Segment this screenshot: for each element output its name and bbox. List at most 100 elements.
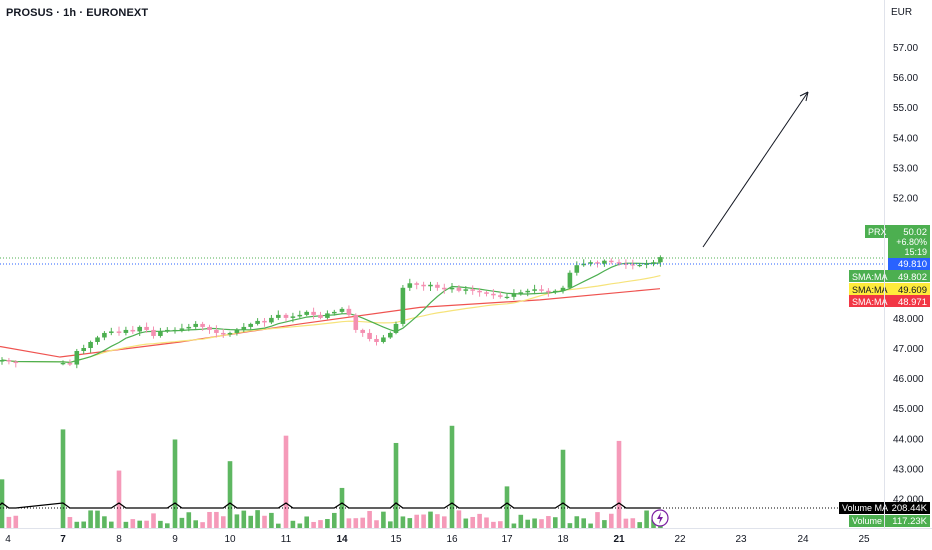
candle-body: [318, 314, 323, 318]
candle-body: [81, 348, 86, 352]
volume-bar: [109, 521, 114, 528]
candle-body: [60, 363, 66, 365]
label-countdown: 15:19: [904, 247, 927, 257]
sma-fast-tag: SMA:MA 49.802: [849, 270, 930, 283]
label-name: Volume MA: [842, 503, 888, 513]
price-axis-separator: [884, 0, 885, 528]
candle-body: [388, 332, 393, 338]
price-tick-label: 57.00: [893, 43, 918, 54]
candle-body: [553, 290, 558, 293]
candle-body: [518, 292, 524, 294]
volume-bar: [214, 511, 219, 528]
label-bg: [849, 295, 930, 307]
volume-bar: [581, 518, 586, 528]
candle-body: [13, 361, 19, 364]
label-bg: [849, 283, 930, 295]
candle-body: [637, 264, 642, 267]
time-tick-label: 7: [60, 534, 66, 545]
volume-bar: [241, 510, 247, 528]
symbol-title[interactable]: PROSUS · 1h · EURONEXT: [6, 7, 149, 19]
candle-body: [491, 293, 496, 296]
time-tick-label: 16: [446, 534, 458, 545]
sma-slow-line: [0, 288, 661, 358]
volume-bar: [456, 510, 462, 528]
price-tick-label: 52.00: [893, 194, 918, 205]
candle-body: [221, 332, 226, 335]
candle-body: [407, 283, 413, 288]
volume-bar: [560, 449, 566, 528]
volume-bar: [574, 516, 580, 528]
candle-body: [463, 289, 469, 291]
candle-body: [658, 257, 663, 263]
candle-body: [130, 329, 136, 332]
time-tick-label: 14: [336, 534, 348, 545]
candle-body: [484, 292, 489, 294]
candle-body: [290, 316, 296, 318]
volume-bar: [511, 523, 517, 528]
volume-bar: [248, 515, 253, 528]
time-axis[interactable]: 4 7 8 9 10 11 14 15 16 17 18 21 22 23 24 25: [5, 534, 870, 545]
candle-body: [227, 332, 233, 335]
candle-body: [165, 329, 170, 332]
trend-arrow-drawing[interactable]: [651, 91, 809, 527]
volume-bar: [172, 439, 178, 528]
volume-bar: [525, 519, 530, 528]
time-axis-separator: [0, 528, 932, 529]
candle-body: [546, 290, 551, 293]
volume-bar: [304, 516, 309, 528]
volume-bar: [484, 517, 489, 528]
volume-bar: [388, 521, 393, 528]
candle-body: [102, 332, 107, 338]
candle-body: [442, 287, 447, 290]
candle-body: [367, 332, 372, 339]
volume-bar: [637, 522, 642, 528]
time-tick-label: 17: [501, 534, 513, 545]
candle-body: [560, 287, 566, 291]
volume-bar: [186, 512, 192, 528]
candle-body: [400, 287, 406, 324]
volume-bar: [407, 518, 413, 528]
volume-bar: [193, 520, 198, 528]
candle-body: [630, 264, 636, 266]
volume-bar: [262, 515, 267, 528]
candle-body: [623, 263, 629, 265]
volume-bar: [130, 519, 136, 528]
volume-bar: [297, 523, 303, 528]
candle-body: [477, 290, 482, 293]
time-tick-label: 9: [172, 534, 178, 545]
trend-arrow-head: [799, 91, 809, 102]
volume-bar: [290, 520, 296, 528]
time-tick-label: 8: [116, 534, 122, 545]
label-value-bg: [888, 225, 930, 258]
label-name: SMA:MA: [852, 285, 888, 295]
label-change: +6.80%: [896, 237, 927, 247]
candle-body: [353, 314, 359, 330]
volume-bar: [414, 514, 419, 528]
currency-label[interactable]: EUR: [891, 7, 913, 18]
volume-bar: [442, 516, 447, 528]
candle-body: [6, 360, 12, 362]
volume-bar: [81, 521, 86, 528]
candle-body: [346, 308, 352, 315]
price-tick-label: 47.000: [893, 344, 924, 355]
volume-bar: [353, 518, 359, 528]
price-tick-label: 42.000: [893, 495, 924, 506]
time-tick-label: 25: [858, 534, 870, 545]
sma-fast-line: [1, 262, 661, 364]
price-axis[interactable]: 57.00 56.00 55.00 54.00 53.00 52.00 48.000 47.0…: [893, 43, 924, 506]
label-name: SMA:MA: [852, 272, 888, 282]
candle-body: [214, 329, 219, 333]
candle-body: [158, 331, 163, 336]
label-name: PRX: [868, 227, 887, 237]
volume-bar: [102, 516, 107, 528]
volume-bar: [255, 510, 260, 528]
candle-body: [304, 311, 309, 315]
candle-body: [616, 262, 622, 264]
label-value: 49.609: [898, 285, 927, 296]
volume-bar: [74, 521, 80, 528]
time-tick-label: 11: [281, 534, 292, 545]
candle-body: [116, 331, 122, 333]
price-tick-label: 55.00: [893, 103, 918, 114]
